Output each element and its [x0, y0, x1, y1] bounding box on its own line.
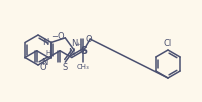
Text: N: N [42, 38, 49, 47]
Text: O: O [39, 63, 46, 72]
Text: O: O [85, 35, 92, 44]
Text: −O: −O [50, 32, 64, 41]
Text: S: S [80, 46, 87, 56]
Text: Cl: Cl [163, 39, 171, 48]
Text: N: N [68, 48, 75, 57]
Text: N: N [70, 39, 77, 48]
Text: H: H [45, 50, 51, 56]
Text: S: S [62, 63, 67, 72]
Text: CH₃: CH₃ [77, 64, 89, 70]
Text: N: N [41, 58, 47, 67]
Text: +: + [75, 42, 80, 47]
